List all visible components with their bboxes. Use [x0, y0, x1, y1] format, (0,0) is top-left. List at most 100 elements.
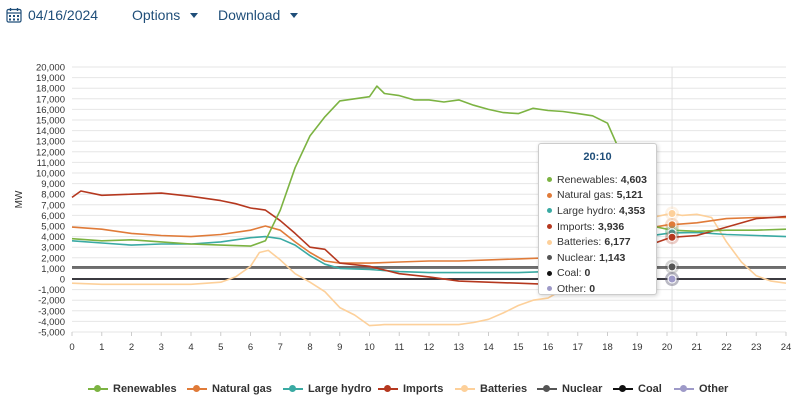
x-tick-label: 17	[572, 342, 583, 353]
tooltip-row: Other: 0	[539, 281, 656, 297]
y-tick-label: 1,000	[41, 264, 65, 275]
series-line-batteries	[71, 212, 787, 327]
hover-point-imports	[667, 232, 677, 242]
x-tick-label: 0	[69, 342, 74, 353]
options-menu[interactable]: Options	[132, 7, 199, 23]
tooltip-row: Imports: 3,936	[539, 219, 656, 235]
tooltip-dot-icon	[547, 208, 552, 214]
tooltip-dot-icon	[547, 224, 552, 230]
x-tick-label: 16	[543, 342, 554, 353]
hover-point-nuclear	[667, 262, 677, 272]
legend-item-batteries[interactable]: Batteries	[455, 380, 527, 398]
y-tick-label: 18,000	[36, 84, 65, 95]
legend-label: Renewables	[113, 383, 177, 395]
calendar-icon	[6, 8, 22, 23]
chart-tooltip: 20:10 Renewables: 4,603 Natural gas: 5,121 L…	[538, 143, 657, 295]
y-tick-label: -2,000	[38, 296, 65, 307]
legend-marker-icon	[187, 384, 207, 394]
tooltip-row: Coal: 0	[539, 266, 656, 282]
legend-item-other[interactable]: Other	[674, 380, 728, 398]
x-tick-label: 9	[337, 342, 342, 353]
legend-label: Natural gas	[212, 383, 272, 395]
tooltip-label: Imports:	[557, 220, 595, 233]
x-tick-label: 15	[513, 342, 524, 353]
legend-item-renewables[interactable]: Renewables	[88, 380, 177, 398]
tooltip-value: 1,143	[599, 251, 626, 264]
x-tick-label: 20	[662, 342, 673, 353]
legend-marker-icon	[378, 384, 398, 394]
date-value: 04/16/2024	[28, 7, 99, 23]
legend-item-natural-gas[interactable]: Natural gas	[187, 380, 272, 398]
y-tick-label: 10,000	[36, 169, 65, 180]
legend-item-large-hydro[interactable]: Large hydro	[283, 380, 372, 398]
tooltip-label: Batteries:	[557, 236, 602, 249]
legend-label: Batteries	[480, 383, 528, 395]
y-tick-label: 9,000	[41, 179, 65, 190]
chevron-down-icon	[190, 12, 199, 18]
x-tick-label: 22	[721, 342, 732, 353]
x-tick-label: 21	[691, 342, 702, 353]
tooltip-row: Natural gas: 5,121	[539, 188, 656, 204]
x-tick-label: 2	[129, 342, 134, 353]
download-menu[interactable]: Download	[218, 7, 299, 23]
y-tick-label: -1,000	[38, 285, 65, 296]
tooltip-label: Natural gas:	[557, 189, 614, 202]
options-label: Options	[132, 7, 181, 23]
y-tick-label: 7,000	[41, 200, 65, 211]
legend-label: Imports	[403, 383, 444, 395]
y-tick-label: 4,000	[41, 232, 65, 243]
y-tick-label: 19,000	[36, 73, 65, 84]
tooltip-row: Nuclear: 1,143	[539, 250, 656, 266]
tooltip-value: 6,177	[604, 236, 631, 249]
tooltip-value: 0	[589, 282, 596, 295]
chevron-down-icon	[290, 12, 299, 18]
legend-marker-icon	[283, 384, 303, 394]
x-tick-label: 7	[278, 342, 283, 353]
tooltip-value: 5,121	[616, 189, 643, 202]
hover-point-batteries	[667, 209, 677, 219]
tooltip-dot-icon	[547, 192, 552, 198]
tooltip-label: Nuclear:	[557, 251, 597, 264]
x-tick-label: 4	[188, 342, 193, 353]
y-tick-label: 6,000	[41, 211, 65, 222]
hover-point-other	[667, 274, 677, 284]
y-tick-label: 8,000	[41, 190, 65, 201]
legend-item-coal[interactable]: Coal	[613, 380, 662, 398]
x-tick-label: 23	[751, 342, 762, 353]
legend-marker-icon	[613, 384, 633, 394]
tooltip-dot-icon	[547, 270, 552, 276]
y-tick-label: 2,000	[41, 253, 65, 264]
tooltip-row: Batteries: 6,177	[539, 234, 656, 250]
tooltip-value: 0	[584, 267, 591, 280]
x-tick-label: 19	[632, 342, 643, 353]
chart-grid	[71, 66, 787, 336]
y-tick-label: 11,000	[37, 158, 65, 169]
x-tick-label: 10	[364, 342, 375, 353]
y-tick-label: -4,000	[38, 317, 65, 328]
x-tick-label: 18	[602, 342, 613, 353]
y-axis-ticks: 20,00019,00018,00017,00016,00015,00014,0…	[36, 63, 65, 339]
x-tick-label: 12	[424, 342, 435, 353]
tooltip-dot-icon	[547, 255, 552, 261]
y-tick-label: 16,000	[36, 105, 65, 116]
tooltip-value: 4,603	[620, 173, 647, 186]
legend-item-imports[interactable]: Imports	[378, 380, 443, 398]
legend-marker-icon	[88, 384, 108, 394]
tooltip-value: 3,936	[597, 220, 625, 233]
tooltip-label: Other:	[557, 282, 587, 295]
series-line-imports	[71, 190, 787, 286]
hover-markers	[665, 206, 680, 286]
y-tick-label: 3,000	[41, 243, 65, 254]
legend-item-nuclear[interactable]: Nuclear	[537, 380, 602, 398]
x-tick-label: 6	[248, 342, 253, 353]
tooltip-dot-icon	[547, 286, 552, 292]
x-tick-label: 5	[218, 342, 223, 353]
x-tick-label: 11	[394, 342, 404, 353]
date-picker[interactable]: 04/16/2024	[6, 7, 98, 23]
y-tick-label: 20,000	[36, 63, 65, 74]
tooltip-dot-icon	[547, 177, 552, 183]
y-tick-label: 17,000	[36, 94, 65, 105]
x-tick-label: 13	[453, 342, 464, 353]
x-tick-label: 24	[781, 342, 792, 353]
download-label: Download	[218, 7, 281, 23]
